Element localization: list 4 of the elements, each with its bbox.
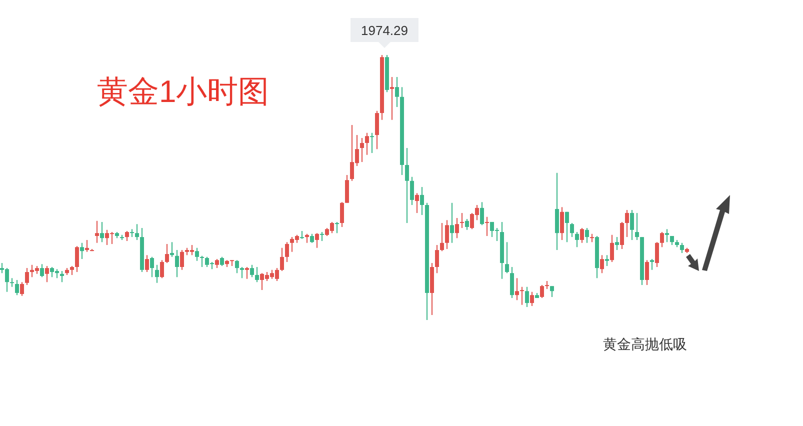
annotation: 1974.29 <box>361 23 408 38</box>
annotation: 1974.29 <box>350 18 418 48</box>
title: 黄金1小时图 <box>97 74 270 109</box>
annotation: 黄金高抛低吸 <box>603 336 687 352</box>
